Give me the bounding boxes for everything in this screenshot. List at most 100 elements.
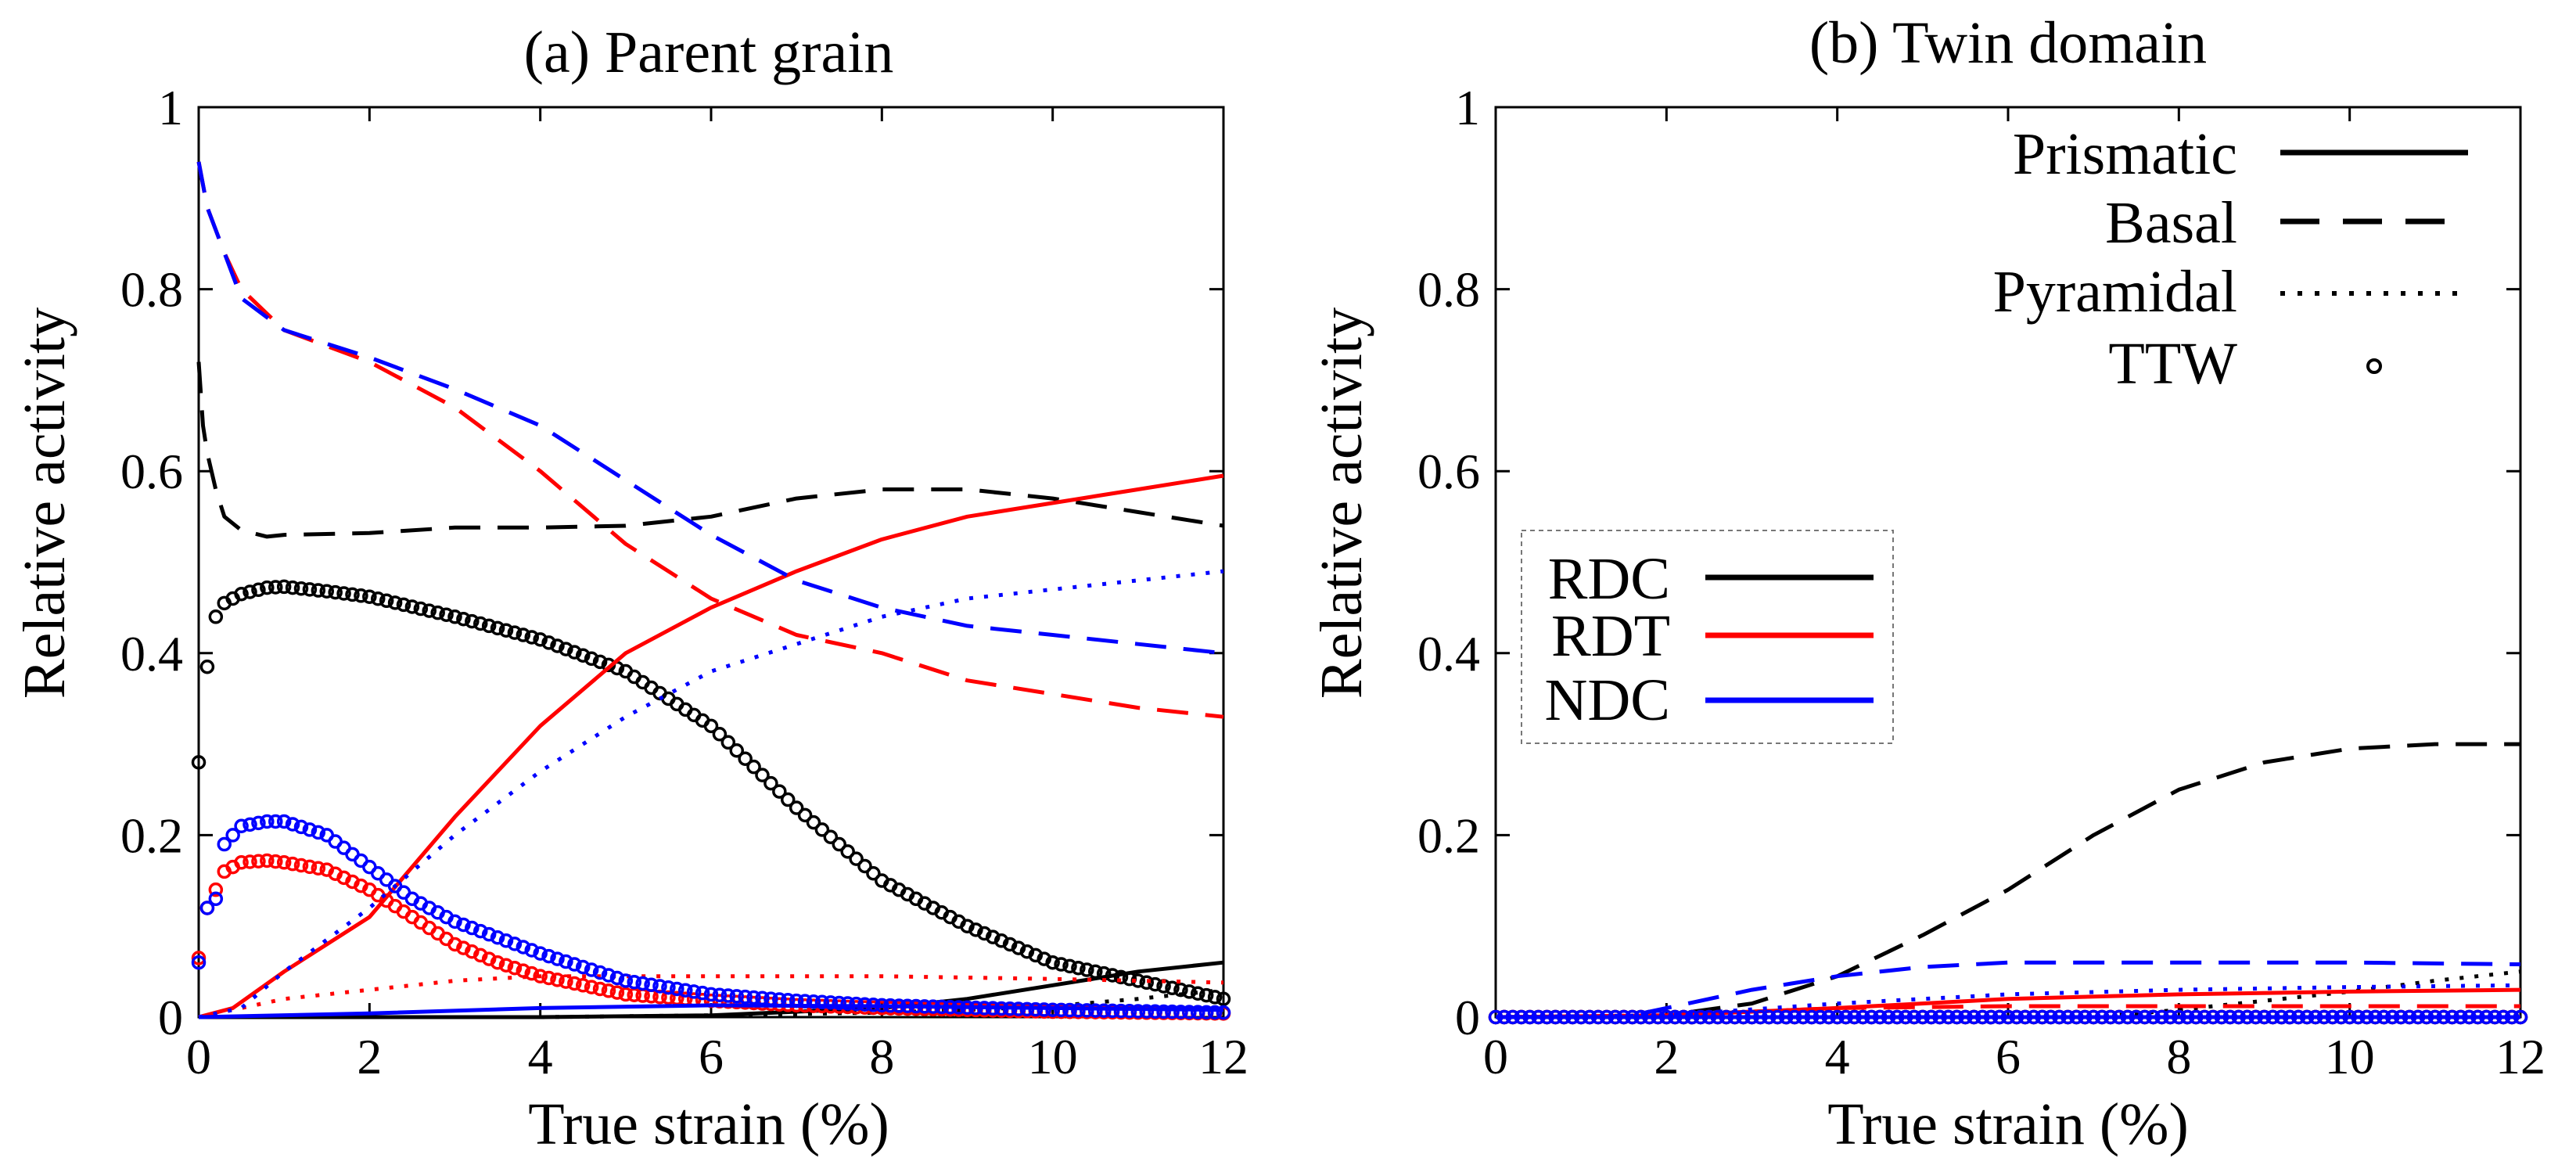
panel-a-series-rdc-ttw-marker: [550, 638, 565, 653]
panel-a-series-ndc-ttw-marker: [1165, 1004, 1180, 1019]
panel-b-series-ndc-ttw-marker: [1488, 1009, 1504, 1025]
panel-a-series-rdc-ttw-marker: [703, 718, 719, 734]
panel-b-series-ndc-ttw-marker: [1838, 1009, 1853, 1025]
panel-a-series-ndc-ttw-marker: [986, 1001, 1001, 1016]
panel-b-series-ndc-ttw-marker: [1744, 1009, 1759, 1025]
panel-a-series-rdc-ttw-marker: [1191, 986, 1205, 1001]
panel-a-series-rdc-ttw-marker: [498, 623, 514, 638]
panel-a-axes-frame: [197, 106, 1225, 1019]
panel-a-series-rdc-ttw-marker: [276, 579, 292, 595]
panel-b-series-ndc-ttw-marker: [2240, 1009, 2254, 1025]
panel-a-series-rdc-ttw-marker: [208, 609, 224, 624]
panel-a-series-rdt-ttw-marker: [490, 955, 505, 970]
loading-legend: RDC RDT NDC: [1521, 530, 1894, 744]
panel-a-series-rdc-ttw-marker: [763, 775, 778, 791]
panel-a-series-ndc-ttw-marker: [1216, 1005, 1231, 1020]
panel-b-series-ndc-ttw-marker: [1684, 1009, 1700, 1025]
panel-b-series-ndc-ttw-marker: [2137, 1009, 2152, 1025]
panel-a-series-ndc-ttw-marker: [1182, 1005, 1197, 1019]
panel-b-series-ndc-ttw-marker: [1813, 1009, 1828, 1025]
legend-entry-prismatic: Prismatic: [2013, 121, 2468, 187]
panel-a-series-ndc-ttw-marker: [755, 991, 770, 1006]
legend-entry-basal: Basal: [2105, 190, 2468, 256]
panel-a-series-rdt-prismatic: [198, 473, 1224, 1019]
panel-b-series-ndc-ttw-marker: [1898, 1009, 1913, 1025]
panel-a-xtick-label: 8: [869, 1029, 894, 1084]
panel-a-series-rdc-ttw-marker: [507, 625, 523, 640]
panel-a-series-rdc-ttw-marker: [251, 582, 266, 598]
panel-b-series-ndc-ttw-marker: [1873, 1009, 1888, 1025]
panel-a-series-ndc-ttw-marker: [993, 1001, 1009, 1016]
panel-a-series-rdt-ttw-marker: [234, 855, 249, 870]
panel-b-series-ndc-ttw-marker: [2129, 1009, 2143, 1025]
panel-a-series-rdc-ttw-marker: [268, 580, 283, 595]
mode-legend: Prismatic Basal Pyramidal TTW: [1993, 121, 2468, 397]
panel-b-xtick-label: 6: [1996, 1029, 2021, 1084]
legend-label-prismatic: Prismatic: [2013, 121, 2237, 187]
panel-a-series-rdt-ttw-marker: [661, 990, 676, 1005]
panel-a-series-rdc-ttw-marker: [328, 584, 343, 600]
panel-a-series-ndc-ttw-marker: [1122, 1004, 1137, 1019]
panel-a-title: (a) Parent grain: [524, 20, 894, 85]
panel-a-series-rdt-ttw-marker: [311, 861, 326, 876]
panel-a-series-ndc-ttw-marker: [268, 814, 283, 829]
panel-a-series-rdt-ttw-marker: [601, 983, 616, 998]
panel-a-series-ndc-ttw-marker: [627, 974, 641, 990]
panel-a-series-ndc-ttw-marker: [1071, 1002, 1086, 1018]
panel-a-series-ndc-ttw-marker: [1062, 1002, 1077, 1018]
panel-b-series-ndc-ttw-marker: [2231, 1009, 2246, 1025]
panel-b-series-ndc-ttw-marker: [1668, 1009, 1683, 1025]
panel-b-title: (b) Twin domain: [1809, 10, 2207, 76]
panel-b-series-ndc-ttw-marker: [2086, 1009, 2101, 1025]
panel-a-series-ndc-ttw-marker: [652, 979, 667, 994]
panel-b-series-ndc-ttw-marker: [2163, 1009, 2178, 1025]
panel-a-series-rdt-ttw-marker: [208, 882, 224, 897]
panel-a-series-rdc-ttw-marker: [857, 858, 872, 874]
panel-b-series-ndc-ttw-marker: [2453, 1009, 2468, 1025]
panel-a-series-ndc-ttw-marker: [943, 999, 957, 1015]
legend-marker-ttw: [2366, 358, 2382, 374]
panel-a-series-rdc-ttw-marker: [576, 648, 591, 663]
panel-a-series-ndc-ttw-marker: [465, 920, 480, 936]
panel-a-series-ndc-ttw-marker: [951, 1000, 966, 1015]
panel-a-series-rdc-ttw-marker: [293, 581, 309, 596]
panel-b-series-ndc-ttw-marker: [2410, 1009, 2426, 1025]
panel-a-series-rdc-ttw-marker: [447, 609, 462, 624]
panel-a-series-rdt-ttw-marker: [243, 854, 257, 869]
legend-label-rdt: RDT: [1551, 603, 1670, 669]
panel-b-series-ndc-ttw-marker: [2274, 1009, 2289, 1025]
panel-a-series-ndc-ttw-marker: [1028, 1001, 1044, 1017]
panel-a-series-ndc-ttw-marker: [1045, 1002, 1060, 1017]
panel-b-series-ndc-ttw-marker: [1625, 1009, 1640, 1025]
panel-a-series-ndc-ttw-marker: [302, 822, 318, 837]
panel-a-series-ndc-ttw-marker: [1019, 1001, 1035, 1017]
panel-b-plot: 0 2 4 6 8 10 12 0 0.2 0.4 0.6 0.8 1: [1417, 80, 2545, 1084]
panel-b-series-ndc-ttw-marker: [2445, 1009, 2459, 1025]
panel-b-ytick-label: 0.2: [1417, 807, 1480, 863]
panel-a-series-rdc-ttw-marker: [1216, 991, 1231, 1006]
panel-a-series-rdc-ttw-marker: [387, 595, 403, 610]
panel-a-series-ndc-pyramidal: [198, 569, 1224, 1019]
panel-b-series-ndc-ttw-marker: [2427, 1009, 2443, 1025]
panel-a-xtick-label: 10: [1028, 1029, 1078, 1084]
panel-a-series-ndc-ttw-marker: [584, 962, 599, 977]
panel-b-series-ndc-ttw-marker: [2026, 1009, 2041, 1025]
panel-a-series-rdc-ttw-marker: [404, 599, 420, 614]
panel-b-series-ndc-ttw-marker: [2197, 1009, 2212, 1025]
panel-b-series-ndc-ttw-marker: [2402, 1009, 2417, 1025]
panel-a-series-rdc-ttw-marker: [1182, 984, 1197, 999]
panel-b-series-ndc-ttw-marker: [1736, 1009, 1751, 1025]
panel-b-series-ndc-ttw-marker: [2470, 1009, 2485, 1025]
panel-a-series-ndc-ttw-marker: [678, 983, 693, 998]
panel-a-series-rdc-ttw-marker: [789, 800, 804, 815]
panel-b-series-ndc-ttw-marker: [1616, 1009, 1631, 1025]
panel-a-series-ndc-ttw-marker: [609, 970, 625, 986]
panel-b-series-ndc-ttw-marker: [1856, 1009, 1870, 1025]
panel-b-series-ndc-ttw-marker: [1778, 1009, 1794, 1025]
panel-a-series-ndc-ttw-marker: [311, 825, 326, 840]
panel-a-series-rdc-ttw-marker: [302, 582, 318, 597]
panel-a-series-ndc-ttw-marker: [686, 984, 702, 999]
panel-a-series-ndc-ttw-marker: [447, 914, 462, 929]
panel-a-series-ndc-ttw-marker: [191, 955, 207, 970]
panel-b-series-ndc-ttw-marker: [2513, 1009, 2528, 1025]
